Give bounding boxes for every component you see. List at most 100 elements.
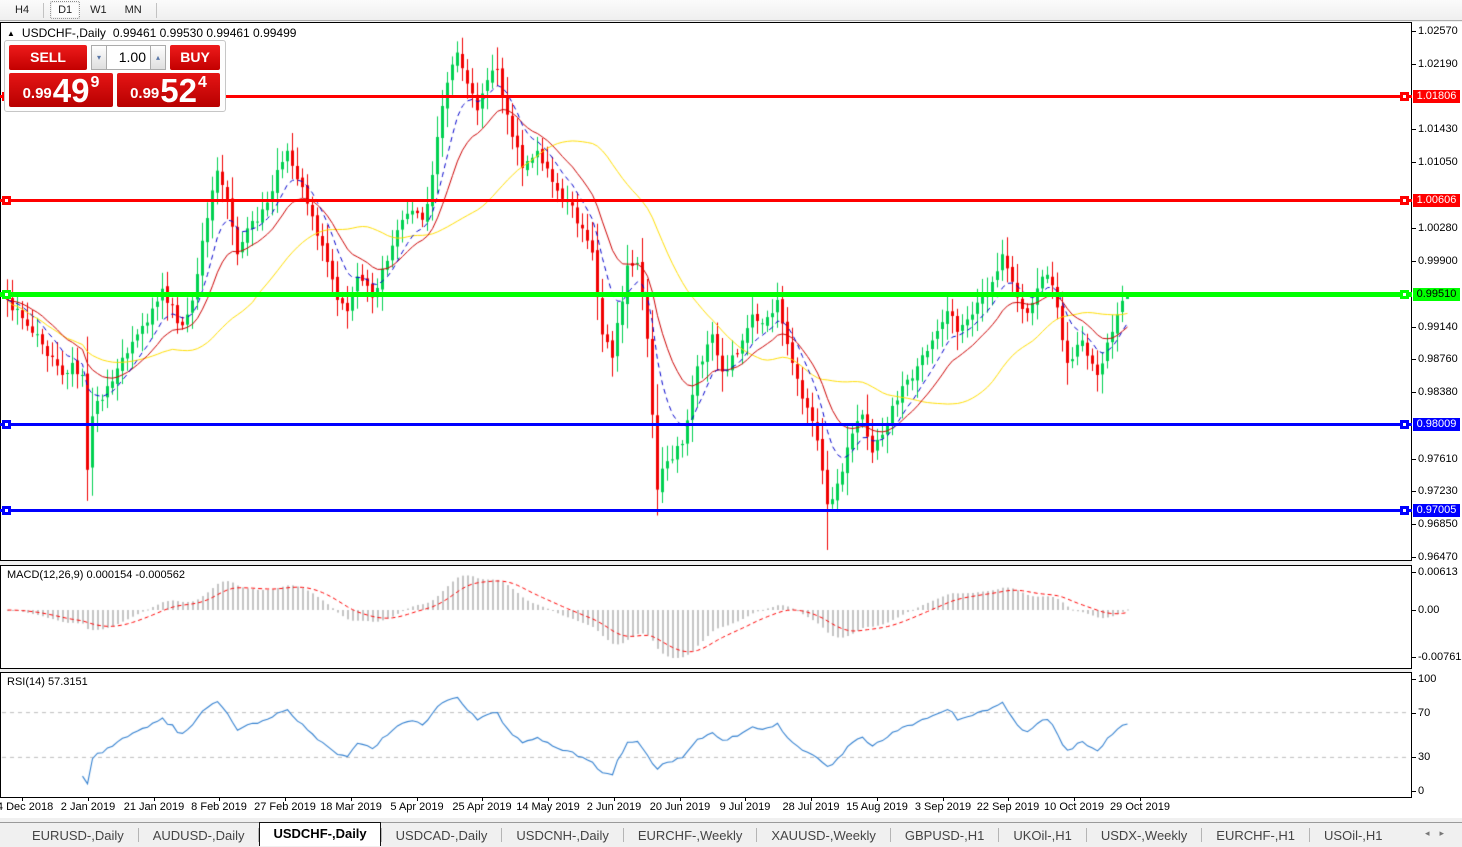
- chart-tab-usoil[interactable]: USOil-,H1: [1324, 827, 1383, 843]
- horizontal-level-line[interactable]: [0, 292, 1412, 297]
- axis-tick-mark: [1412, 326, 1416, 328]
- tab-separator: [998, 828, 1000, 842]
- chart-tab-usdx[interactable]: USDX-,Weekly: [1100, 827, 1188, 843]
- sell-price-big: 49: [52, 72, 90, 109]
- sell-price-sup: 9: [90, 74, 100, 91]
- price-level-badge: 0.98009: [1413, 418, 1460, 431]
- toolbar-separator: [155, 2, 157, 18]
- date-tick-mark: [285, 798, 286, 801]
- horizontal-level-line[interactable]: [0, 423, 1412, 426]
- axis-tick-mark: [1412, 491, 1416, 493]
- axis-tick-label: 0.96470: [1418, 550, 1458, 563]
- volume-decrease-icon[interactable]: ▾: [91, 45, 107, 70]
- axis-tick-mark: [1412, 228, 1416, 230]
- date-tick-mark: [482, 798, 483, 801]
- chart-tab-ukoil[interactable]: UKOil-,H1: [1013, 827, 1072, 843]
- line-selection-handle[interactable]: [1400, 420, 1409, 429]
- axis-tick-mark: [1412, 679, 1416, 680]
- rsi-canvas[interactable]: [1, 673, 1411, 797]
- line-selection-handle[interactable]: [2, 290, 11, 299]
- line-selection-handle[interactable]: [1400, 290, 1409, 299]
- chart-tab-usdcad[interactable]: USDCAD-,Daily: [395, 827, 488, 843]
- tab-scroll-right-icon[interactable]: ▸: [1439, 828, 1454, 838]
- date-label: 21 Jan 2019: [123, 801, 185, 813]
- date-tick-mark: [219, 798, 220, 801]
- axis-tick-mark: [1412, 129, 1416, 131]
- timeframe-button-mn[interactable]: MN: [124, 4, 142, 16]
- axis-tick-label: 1.00280: [1418, 222, 1458, 235]
- date-axis[interactable]: 14 Dec 2018 2 Jan 2019 21 Jan 2019 8 Feb 20…: [0, 798, 1462, 818]
- date-tick-mark: [877, 798, 878, 801]
- date-tick-mark: [1140, 798, 1141, 801]
- axis-tick-mark: [1412, 610, 1416, 611]
- axis-tick-label: 0: [1418, 785, 1425, 797]
- axis-tick-mark: [1412, 791, 1416, 792]
- chart-header: ▲ USDCHF-,Daily 0.99461 0.99530 0.99461 …: [7, 26, 296, 40]
- date-tick-mark: [417, 798, 418, 801]
- price-level-badge: 1.00606: [1413, 194, 1460, 207]
- chart-tab-eurchf[interactable]: EURCHF-,H1: [1216, 827, 1296, 843]
- axis-tick-mark: [1412, 757, 1416, 759]
- date-tick-mark: [614, 798, 615, 801]
- date-label: 10 Oct 2019: [1044, 801, 1104, 813]
- axis-tick-label: 0.97230: [1418, 485, 1458, 498]
- date-tick-mark: [943, 798, 944, 801]
- axis-tick-mark: [1412, 458, 1416, 460]
- date-tick-mark: [1074, 798, 1075, 801]
- axis-tick-label: 1.02190: [1418, 57, 1458, 70]
- timeframe-toolbar: H4 D1 W1 MN: [0, 0, 1462, 21]
- macd-canvas[interactable]: [1, 566, 1411, 668]
- line-selection-handle[interactable]: [1400, 506, 1409, 515]
- horizontal-level-line[interactable]: [0, 509, 1412, 512]
- tab-separator: [756, 828, 758, 842]
- tab-separator: [258, 828, 260, 842]
- date-label: 5 Apr 2019: [390, 801, 444, 813]
- line-selection-handle[interactable]: [2, 420, 11, 429]
- axis-tick-mark: [1412, 572, 1416, 574]
- chart-tab-eurusd[interactable]: EURUSD-,Daily: [32, 827, 124, 843]
- axis-tick-mark: [1412, 31, 1416, 32]
- horizontal-level-line[interactable]: [0, 199, 1412, 202]
- chart-tab-audusd[interactable]: AUDUSD-,Daily: [152, 827, 245, 843]
- volume-input[interactable]: 1.00: [107, 45, 150, 70]
- axis-tick-label: 0.98380: [1418, 386, 1458, 399]
- sell-price-display[interactable]: 0.99 49 9: [9, 73, 113, 107]
- axis-tick-label: 100: [1418, 673, 1437, 685]
- tab-separator: [137, 828, 139, 842]
- buy-button[interactable]: BUY: [170, 45, 220, 70]
- timeframe-button-h4[interactable]: H4: [15, 4, 30, 16]
- timeframe-button-d1[interactable]: D1: [50, 1, 81, 19]
- date-label: 25 Apr 2019: [452, 801, 512, 813]
- toolbar-separator: [43, 2, 45, 18]
- chart-tab-xauusd[interactable]: XAUUSD-,Weekly: [771, 827, 876, 843]
- axis-tick-label: 0.97610: [1418, 452, 1458, 465]
- axis-tick-label: 1.01430: [1418, 123, 1458, 136]
- date-tick-mark: [22, 798, 23, 801]
- buy-price-display[interactable]: 0.99 52 4: [117, 73, 220, 107]
- tab-scroll-left-icon[interactable]: ◂: [1424, 828, 1440, 838]
- price-axis[interactable]: 1.02570 1.02190 1.01430 1.01050 1.00280 0.999…: [1412, 22, 1462, 798]
- tab-separator: [1085, 828, 1087, 842]
- axis-tick-label: 30: [1418, 751, 1431, 764]
- chart-ohlc-readout: 0.99461 0.99530 0.99461 0.99499: [112, 26, 297, 40]
- horizontal-level-line[interactable]: [0, 95, 1412, 98]
- collapse-panel-icon[interactable]: ▲: [7, 28, 15, 38]
- timeframe-button-w1[interactable]: W1: [90, 4, 107, 16]
- tab-separator: [1309, 828, 1311, 842]
- volume-stepper: ▾ 1.00 ▴: [91, 45, 166, 70]
- volume-increase-icon[interactable]: ▴: [150, 45, 166, 70]
- tab-separator: [889, 828, 891, 842]
- line-selection-handle[interactable]: [2, 506, 11, 515]
- line-selection-handle[interactable]: [1400, 196, 1409, 205]
- price-chart-canvas[interactable]: [1, 23, 1411, 560]
- chart-tab-eurchf[interactable]: EURCHF-,Weekly: [637, 827, 743, 843]
- price-level-badge: 0.97005: [1413, 504, 1460, 517]
- date-label: 27 Feb 2019: [254, 801, 316, 813]
- line-selection-handle[interactable]: [2, 196, 11, 205]
- sell-button[interactable]: SELL: [9, 45, 87, 70]
- line-selection-handle[interactable]: [1400, 92, 1409, 101]
- date-label: 15 Aug 2019: [846, 801, 908, 813]
- chart-tab-usdchf[interactable]: USDCHF-,Daily: [259, 821, 381, 846]
- chart-tab-usdcnh[interactable]: USDCNH-,Daily: [516, 827, 609, 843]
- chart-tab-gbpusd[interactable]: GBPUSD-,H1: [904, 827, 985, 843]
